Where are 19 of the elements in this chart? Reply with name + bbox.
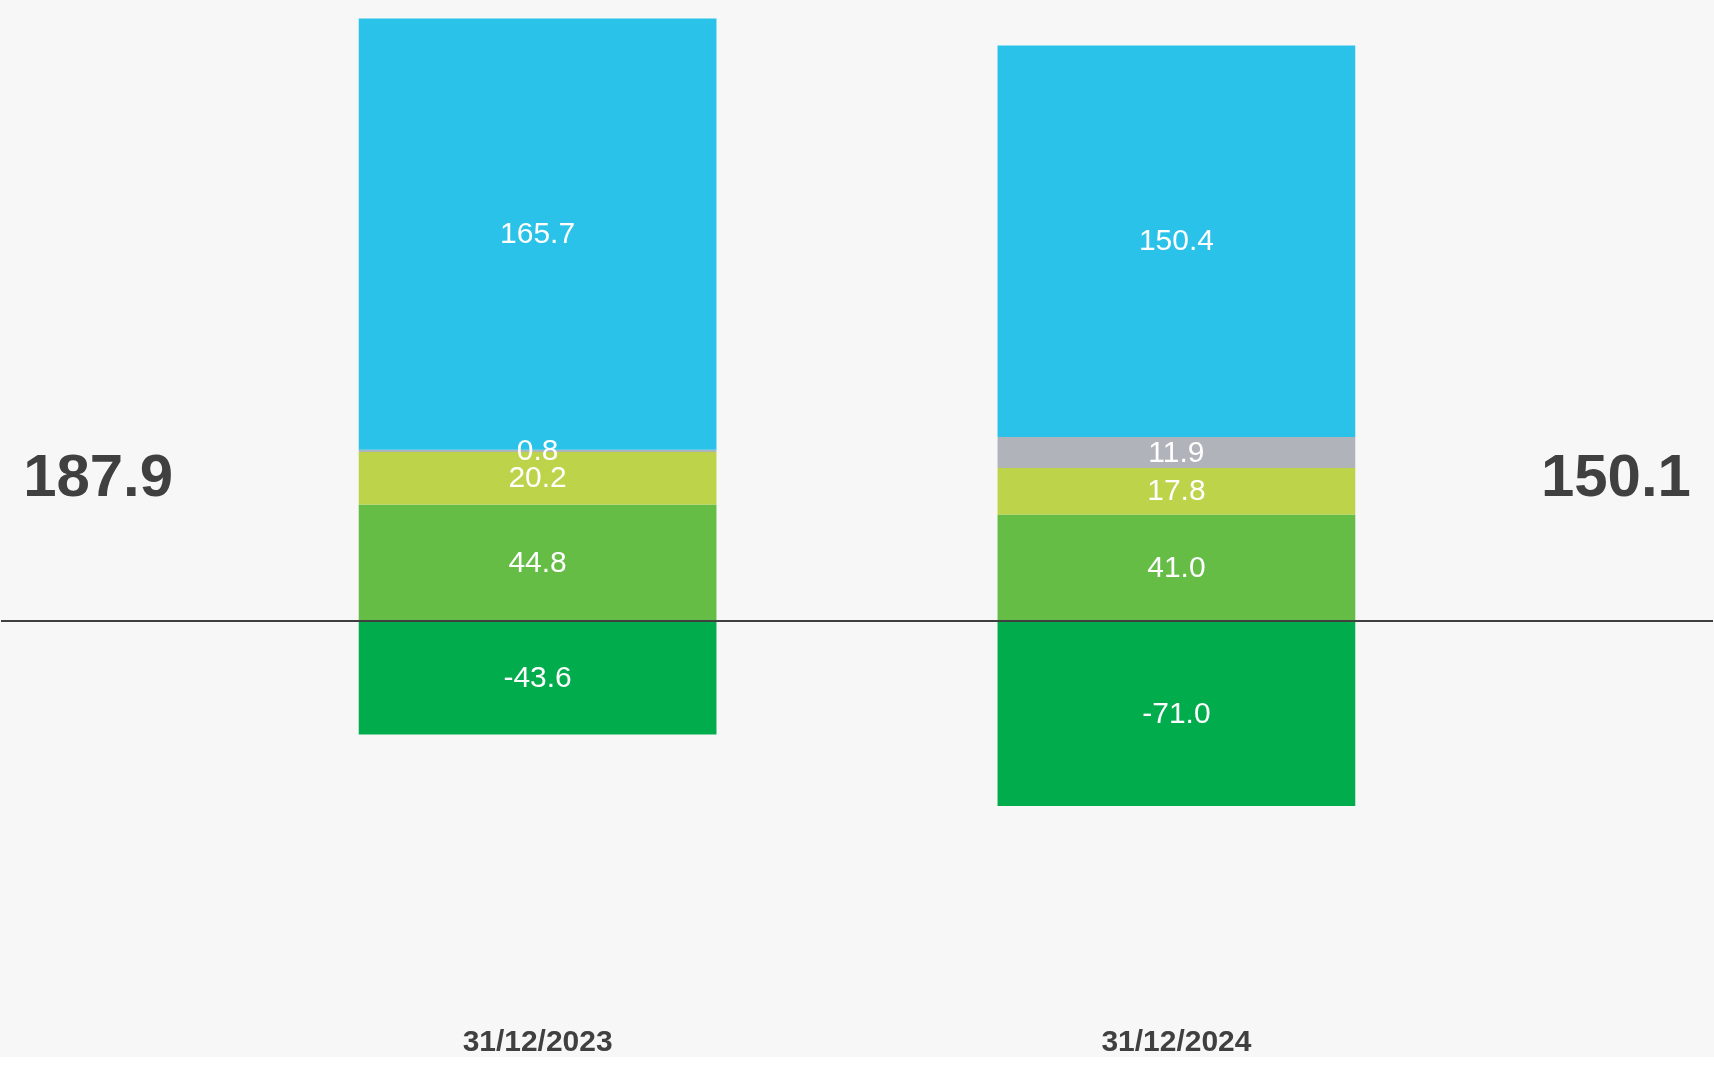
data-label: 44.8 (508, 544, 567, 578)
bar (997, 621, 1356, 806)
x-tick-label: 31/12/2024 (1101, 1023, 1252, 1057)
annotation: 150.1 (1540, 441, 1691, 509)
bar (358, 621, 717, 735)
data-label: 17.8 (1147, 473, 1206, 507)
bar (997, 45, 1356, 438)
data-label: -71.0 (1142, 695, 1211, 729)
bar (997, 468, 1356, 515)
data-label: 165.7 (500, 216, 576, 250)
bar (997, 437, 1356, 469)
annotation: 187.9 (23, 441, 174, 509)
data-label: -43.6 (503, 659, 572, 693)
bar (997, 514, 1356, 622)
bar (358, 504, 717, 622)
data-label: 150.4 (1138, 223, 1214, 257)
x-tick-label: 31/12/2023 (462, 1023, 613, 1057)
data-label: 11.9 (1148, 434, 1205, 468)
data-label: 41.0 (1147, 549, 1206, 583)
